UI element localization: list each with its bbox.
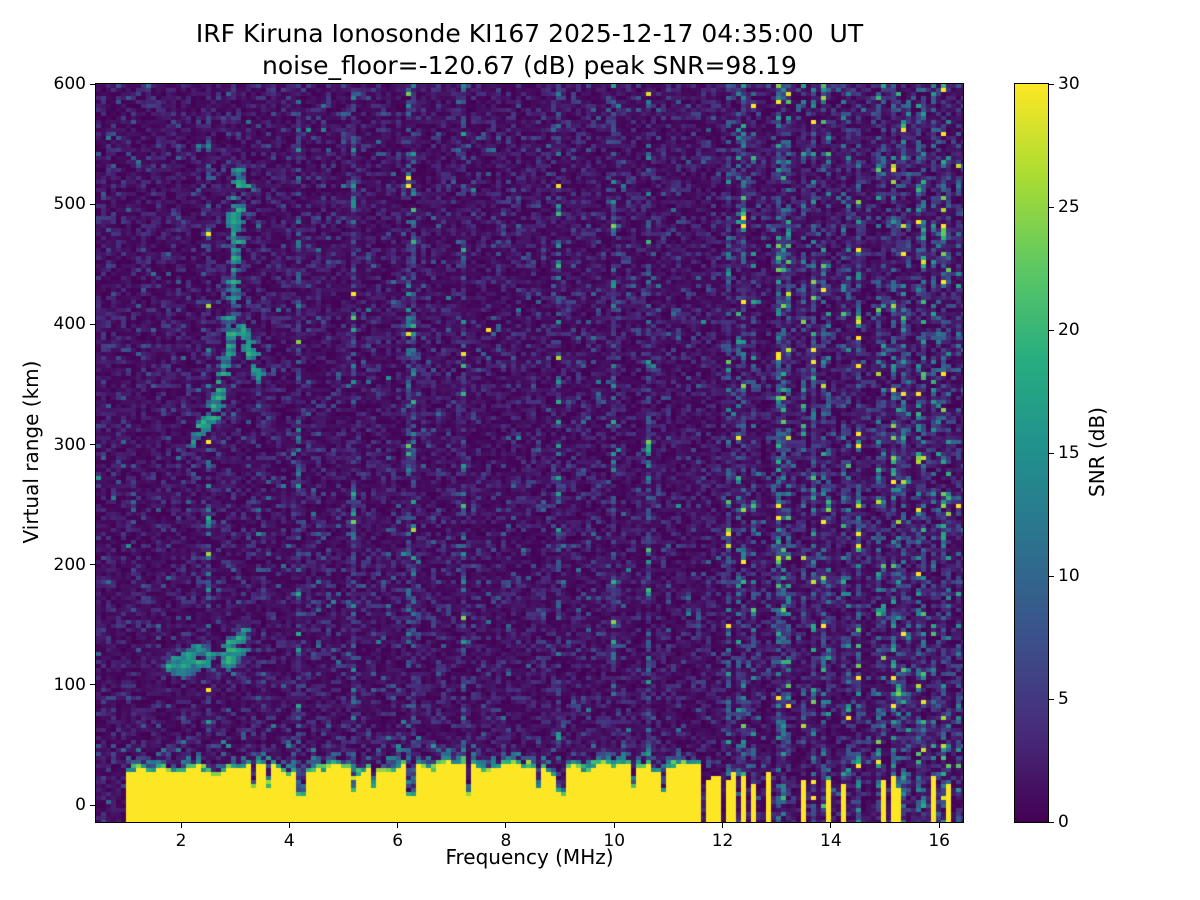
- colorbar-tick-mark: [1049, 821, 1054, 823]
- chart-title: IRF Kiruna Ionosonde KI167 2025-12-17 04…: [195, 19, 864, 48]
- x-tick-label: 10: [603, 831, 626, 851]
- colorbar-tick-mark: [1049, 452, 1054, 454]
- x-tick-label: 14: [820, 831, 842, 851]
- x-axis-label: Frequency (MHz): [445, 845, 614, 869]
- colorbar: [1014, 83, 1049, 823]
- x-tick-mark: [505, 823, 507, 828]
- y-tick-mark: [90, 203, 95, 205]
- x-tick-label: 2: [175, 831, 187, 851]
- colorbar-tick-mark: [1049, 329, 1054, 331]
- colorbar-tick-label: 20: [1058, 320, 1080, 340]
- colorbar-tick-mark: [1049, 206, 1054, 208]
- x-tick-mark: [722, 823, 724, 828]
- x-tick-mark: [288, 823, 290, 828]
- x-tick-label: 6: [392, 831, 404, 851]
- colorbar-tick-mark: [1049, 575, 1054, 577]
- y-tick-label: 100: [53, 674, 86, 695]
- x-tick-mark: [180, 823, 182, 828]
- y-tick-mark: [90, 564, 95, 566]
- x-tick-mark: [830, 823, 832, 828]
- y-tick-label: 600: [53, 74, 86, 94]
- ionogram-heatmap: [96, 84, 963, 822]
- y-tick-label: 400: [53, 314, 86, 335]
- plot-area: [95, 83, 964, 823]
- y-tick-mark: [90, 83, 95, 85]
- colorbar-tick-label: 5: [1058, 689, 1069, 709]
- x-tick-label: 12: [711, 831, 734, 851]
- x-tick-mark: [938, 823, 940, 828]
- colorbar-tick-label: 30: [1058, 74, 1080, 94]
- colorbar-tick-label: 0: [1058, 812, 1069, 832]
- x-tick-label: 4: [283, 831, 295, 851]
- colorbar-label: SNR (dB): [1085, 407, 1109, 497]
- colorbar-tick-mark: [1049, 698, 1054, 700]
- y-axis-label: Virtual range (km): [19, 360, 43, 544]
- y-tick-mark: [90, 323, 95, 325]
- y-tick-mark: [90, 684, 95, 686]
- y-axis: 0 100 200 300 400 500 600: [40, 74, 95, 822]
- colorbar-axis: 0 5 10 15 20 25 30: [1049, 74, 1109, 832]
- colorbar-gradient: [1015, 84, 1048, 822]
- x-tick-mark: [397, 823, 399, 828]
- chart-subtitle: noise_floor=-120.67 (dB) peak SNR=98.19: [262, 51, 797, 80]
- colorbar-tick-mark: [1049, 83, 1054, 85]
- x-tick-label: 16: [928, 831, 950, 851]
- y-tick-label: 0: [75, 795, 86, 816]
- y-tick-label: 500: [53, 194, 86, 215]
- colorbar-tick-label: 10: [1058, 566, 1080, 586]
- y-tick-mark: [90, 804, 95, 806]
- colorbar-tick-label: 15: [1058, 443, 1080, 463]
- x-axis: 2 4 6 8 10 12 14 16: [96, 823, 963, 868]
- colorbar-tick-label: 25: [1058, 197, 1080, 217]
- y-tick-label: 300: [53, 434, 86, 455]
- x-tick-label: 8: [500, 831, 512, 851]
- y-tick-mark: [90, 444, 95, 446]
- x-tick-mark: [613, 823, 615, 828]
- y-tick-label: 200: [53, 554, 86, 575]
